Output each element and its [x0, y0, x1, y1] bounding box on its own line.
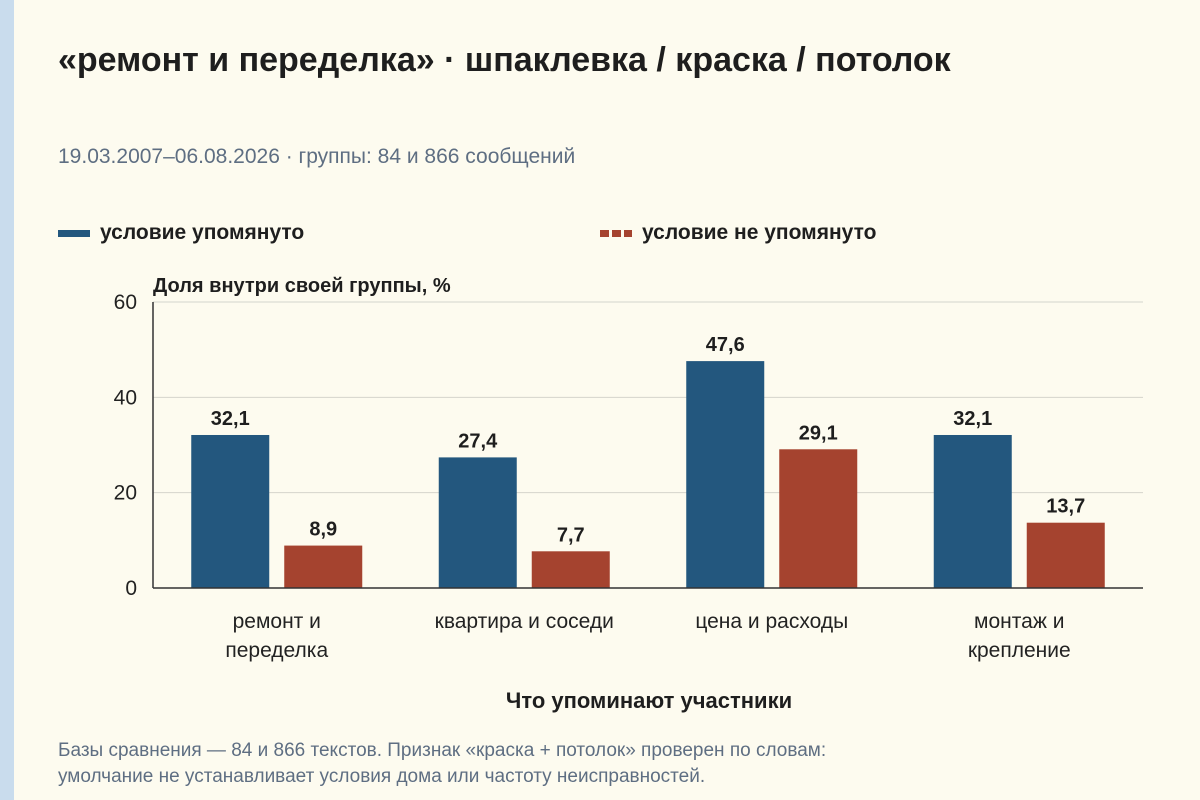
category-label: ремонт и переделка — [225, 610, 328, 662]
legend-swatch-mentioned — [58, 229, 90, 237]
bar-mentioned — [438, 457, 517, 588]
left-accent-strip — [0, 0, 14, 800]
y-axis-title: Доля внутри своей группы, % — [153, 275, 451, 297]
category-labels: ремонт и переделка квартира и соседи цена и… — [225, 610, 1070, 662]
bar-mentioned — [686, 361, 765, 588]
y-tick-labels: 0 20 40 60 — [114, 291, 137, 600]
category-label: цена и расходы — [695, 610, 848, 633]
chart-subtitle: 19.03.2007–06.08.2026 · группы: 84 и 866… — [58, 145, 576, 168]
bar-mentioned — [933, 434, 1012, 588]
legend-item-not-mentioned: условие не упомянуто — [600, 219, 876, 247]
value-label: 29,1 — [799, 422, 838, 444]
value-label: 8,9 — [309, 519, 337, 541]
legend-label-not-mentioned: условие не упомянуто — [642, 221, 877, 244]
footnote: Базы сравнения — 84 и 866 текстов. Призн… — [58, 738, 1158, 790]
y-tick-label: 60 — [114, 291, 137, 314]
bar-not-mentioned — [531, 551, 610, 588]
category-label: квартира и соседи — [435, 610, 614, 633]
value-label: 27,4 — [458, 430, 498, 452]
category-label: монтаж и крепление — [968, 610, 1071, 662]
bar-mentioned — [191, 434, 270, 588]
legend-item-mentioned: условие упомянуто — [58, 219, 304, 247]
y-tick-label: 0 — [125, 577, 137, 600]
legend-label-mentioned: условие упомянуто — [100, 221, 305, 244]
bars — [191, 361, 1105, 588]
legend-swatch-not-mentioned — [600, 229, 632, 237]
value-label: 32,1 — [211, 408, 250, 430]
bar-not-mentioned — [284, 545, 363, 588]
value-label: 47,6 — [706, 334, 745, 356]
bar-not-mentioned — [779, 449, 858, 588]
value-labels: 32,1 8,9 27,4 7,7 47,6 29,1 32,1 13,7 — [211, 334, 1085, 546]
footnote-line-2: умолчание не устанавливает условия дома … — [58, 766, 706, 787]
y-tick-label: 40 — [114, 386, 137, 409]
chart-title: «ремонт и переделка» · шпаклевка / краск… — [58, 41, 951, 79]
y-tick-label: 20 — [114, 482, 137, 505]
value-label: 7,7 — [557, 524, 585, 546]
footnote-line-1: Базы сравнения — 84 и 866 текстов. Призн… — [58, 740, 827, 761]
x-axis-title: Что упоминают участники — [506, 688, 792, 713]
value-label: 32,1 — [953, 408, 992, 430]
value-label: 13,7 — [1046, 496, 1085, 518]
bar-not-mentioned — [1026, 522, 1105, 588]
